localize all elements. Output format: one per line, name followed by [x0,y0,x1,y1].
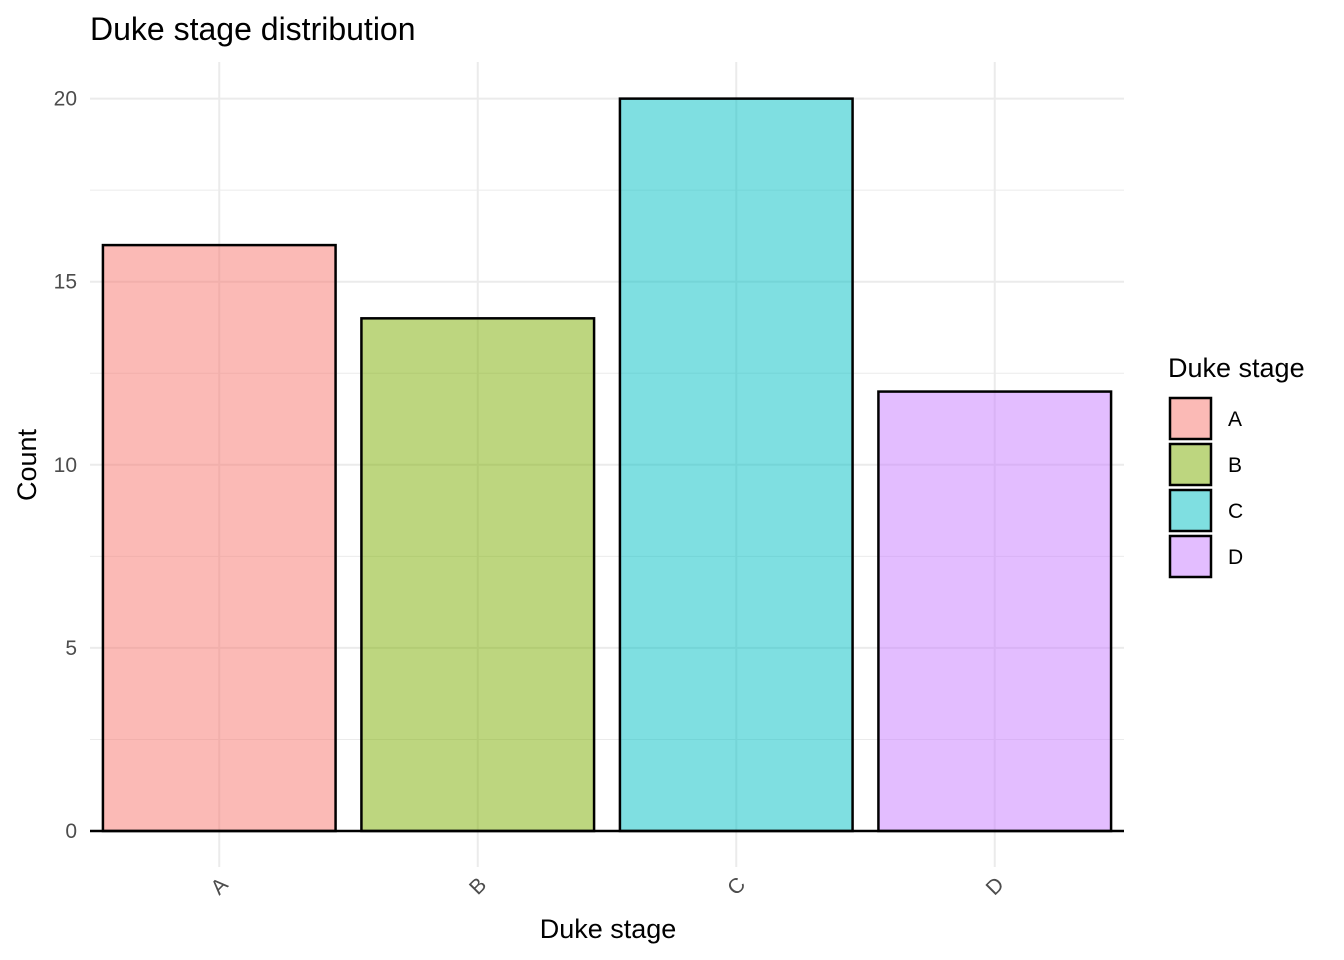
y-tick-label: 10 [54,454,77,477]
bars [101,97,1113,833]
x-tick-label: B [465,873,491,899]
legend-key-b [1168,442,1213,487]
legend-label: C [1228,500,1243,523]
y-tick-label: 0 [65,820,77,843]
bar-b [360,317,596,833]
legend-title: Duke stage [1168,353,1305,383]
y-tick-label: 20 [54,88,77,111]
y-tick-label: 5 [65,637,77,660]
y-axis-title: Count [12,428,42,501]
legend-key-d [1168,534,1213,579]
y-tick-label: 15 [54,271,77,294]
legend-key-c [1168,488,1213,533]
chart-title: Duke stage distribution [90,11,416,47]
x-tick-label: A [207,873,233,899]
bar-d [877,390,1113,833]
bar-a [101,243,337,833]
x-tick-label: C [723,873,750,900]
legend-label: B [1228,454,1242,477]
x-axis-title: Duke stage [540,914,677,944]
legend-label: A [1228,408,1242,431]
legend-key-a [1168,396,1213,441]
x-tick-label: D [982,873,1009,900]
bar-c [618,97,854,833]
legend-label: D [1228,546,1243,569]
